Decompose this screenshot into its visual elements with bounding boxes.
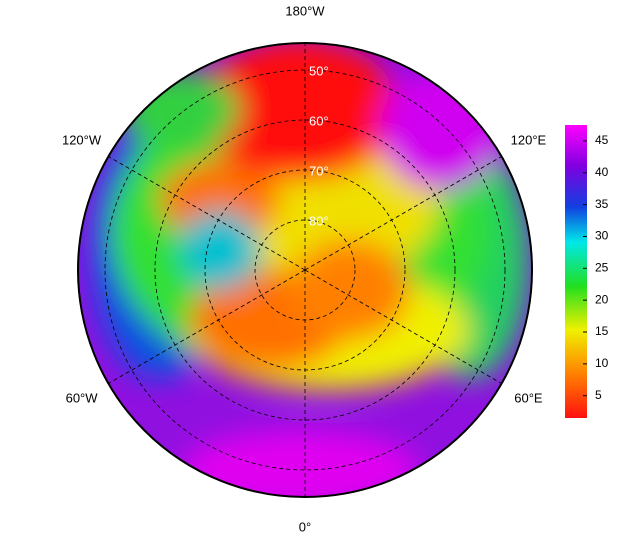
colorbar-tick-label: 45 bbox=[595, 133, 609, 147]
longitude-label: 120°E bbox=[511, 132, 547, 147]
graticule: 50° 60° 70° 80° bbox=[104, 43, 506, 497]
meridian bbox=[304, 156, 502, 271]
meridian bbox=[108, 269, 306, 384]
colorbar-tick-label: 40 bbox=[595, 165, 609, 179]
meridian bbox=[304, 269, 502, 384]
colorbar-tick-label: 15 bbox=[595, 324, 609, 338]
colorbar-ticks: 5 10 15 20 25 30 35 40 45 bbox=[583, 133, 609, 402]
colorbar bbox=[565, 125, 587, 418]
meridian bbox=[108, 156, 306, 271]
latitude-label: 50° bbox=[309, 63, 329, 78]
latitude-circle bbox=[104, 69, 506, 471]
colorbar-tick-label: 35 bbox=[595, 197, 609, 211]
field bbox=[78, 43, 532, 497]
colorbar-tick-label: 20 bbox=[595, 292, 609, 306]
latitude-label: 60° bbox=[309, 113, 329, 128]
latitude-label: 80° bbox=[309, 213, 329, 228]
longitude-label: 180°W bbox=[285, 3, 325, 18]
longitude-label: 60°E bbox=[514, 390, 543, 405]
latitude-circle bbox=[154, 119, 456, 421]
colorbar-tick-label: 10 bbox=[595, 356, 609, 370]
longitude-label: 0° bbox=[299, 519, 311, 534]
colorbar-tick-label: 5 bbox=[595, 388, 602, 402]
colorbar-tick-label: 30 bbox=[595, 229, 609, 243]
longitude-label: 120°W bbox=[62, 132, 102, 147]
longitude-label: 60°W bbox=[66, 390, 99, 405]
latitude-label: 70° bbox=[309, 163, 329, 178]
colorbar-tick-label: 25 bbox=[595, 260, 609, 274]
